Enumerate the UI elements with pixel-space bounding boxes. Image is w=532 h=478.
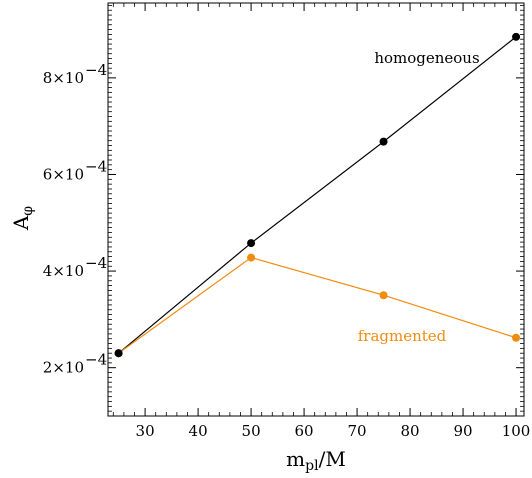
plot-frame bbox=[107, 2, 525, 417]
x-tick-label: 60 bbox=[295, 422, 314, 440]
data-point-fragmented bbox=[247, 253, 256, 262]
data-point-fragmented bbox=[379, 291, 388, 300]
data-point-homogeneous bbox=[247, 239, 256, 248]
y-tick-exponent: −4 bbox=[85, 157, 107, 175]
series-line-fragmented bbox=[118, 256, 517, 354]
y-axis-label: Aφ bbox=[9, 206, 36, 231]
y-tick-exponent: −4 bbox=[85, 254, 107, 272]
y-tick-label: 4×10 bbox=[43, 262, 84, 280]
x-axis-label: mpl/M bbox=[286, 447, 346, 473]
x-tick-label: 100 bbox=[502, 422, 531, 440]
y-tick-label: 2×10 bbox=[43, 359, 84, 377]
x-tick-label: 40 bbox=[189, 422, 208, 440]
series-label-homogeneous: homogeneous bbox=[374, 49, 479, 67]
ticks-layer bbox=[108, 3, 524, 416]
data-point-overlap bbox=[114, 349, 123, 358]
x-tick-label: 50 bbox=[242, 422, 261, 440]
y-tick-exponent: −4 bbox=[85, 351, 107, 369]
series-layer bbox=[114, 32, 521, 358]
y-tick-label: 6×10 bbox=[43, 165, 84, 183]
data-point-homogeneous bbox=[512, 32, 521, 41]
data-point-homogeneous bbox=[379, 137, 388, 146]
data-point-fragmented bbox=[512, 333, 521, 342]
x-tick-label: 80 bbox=[401, 422, 420, 440]
x-tick-label: 70 bbox=[348, 422, 367, 440]
x-tick-label: 90 bbox=[454, 422, 473, 440]
x-tick-label: 30 bbox=[136, 422, 155, 440]
series-label-fragmented: fragmented bbox=[358, 327, 447, 345]
y-tick-exponent: −4 bbox=[85, 61, 107, 79]
series-line-homogeneous bbox=[118, 36, 517, 354]
y-tick-label: 8×10 bbox=[43, 69, 84, 87]
